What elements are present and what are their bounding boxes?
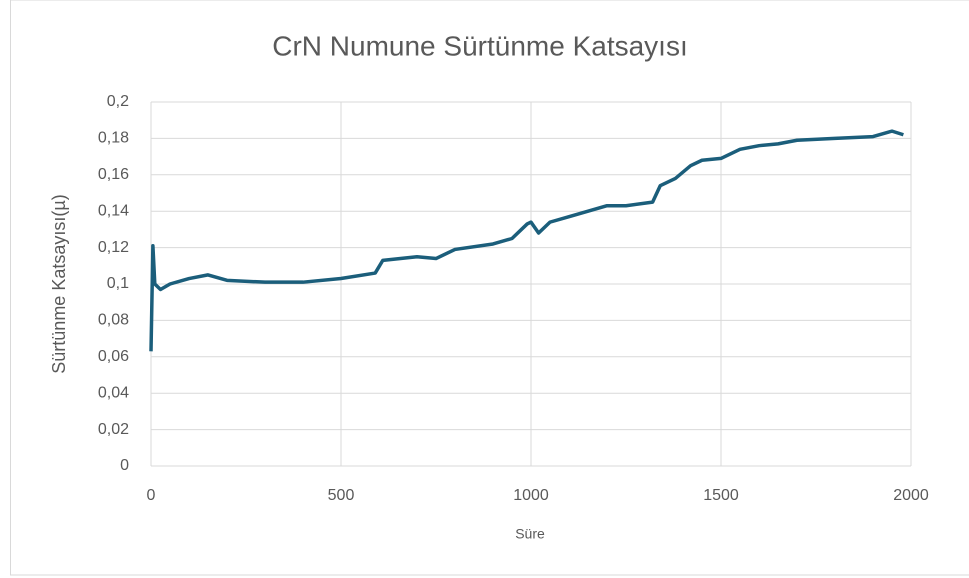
y-tick-label: 0,08	[98, 312, 129, 329]
chart-title: CrN Numune Sürtünme Katsayısı	[272, 30, 688, 61]
y-tick-label: 0,2	[107, 93, 129, 110]
y-tick-label: 0,02	[98, 421, 129, 438]
y-tick-label: 0,04	[98, 384, 129, 401]
data-line	[149, 129, 904, 352]
chart-border	[10, 0, 969, 576]
x-tick-label: 1000	[513, 487, 549, 504]
x-tick-label: 2000	[893, 487, 929, 504]
x-tick-label: 0	[147, 487, 156, 504]
y-tick-label: 0,16	[98, 166, 129, 183]
y-axis-label: Sürtünme Katsayısı(µ)	[49, 194, 69, 373]
y-tick-label: 0	[120, 457, 129, 474]
x-tick-label: 500	[328, 487, 355, 504]
x-axis-label: Süre	[515, 526, 545, 542]
x-tick-label: 1500	[703, 487, 739, 504]
y-tick-label: 0,14	[98, 202, 129, 219]
y-tick-label: 0,1	[107, 275, 129, 292]
y-tick-label: 0,06	[98, 348, 129, 365]
y-tick-label: 0,18	[98, 130, 129, 147]
y-tick-label: 0,12	[98, 239, 129, 256]
